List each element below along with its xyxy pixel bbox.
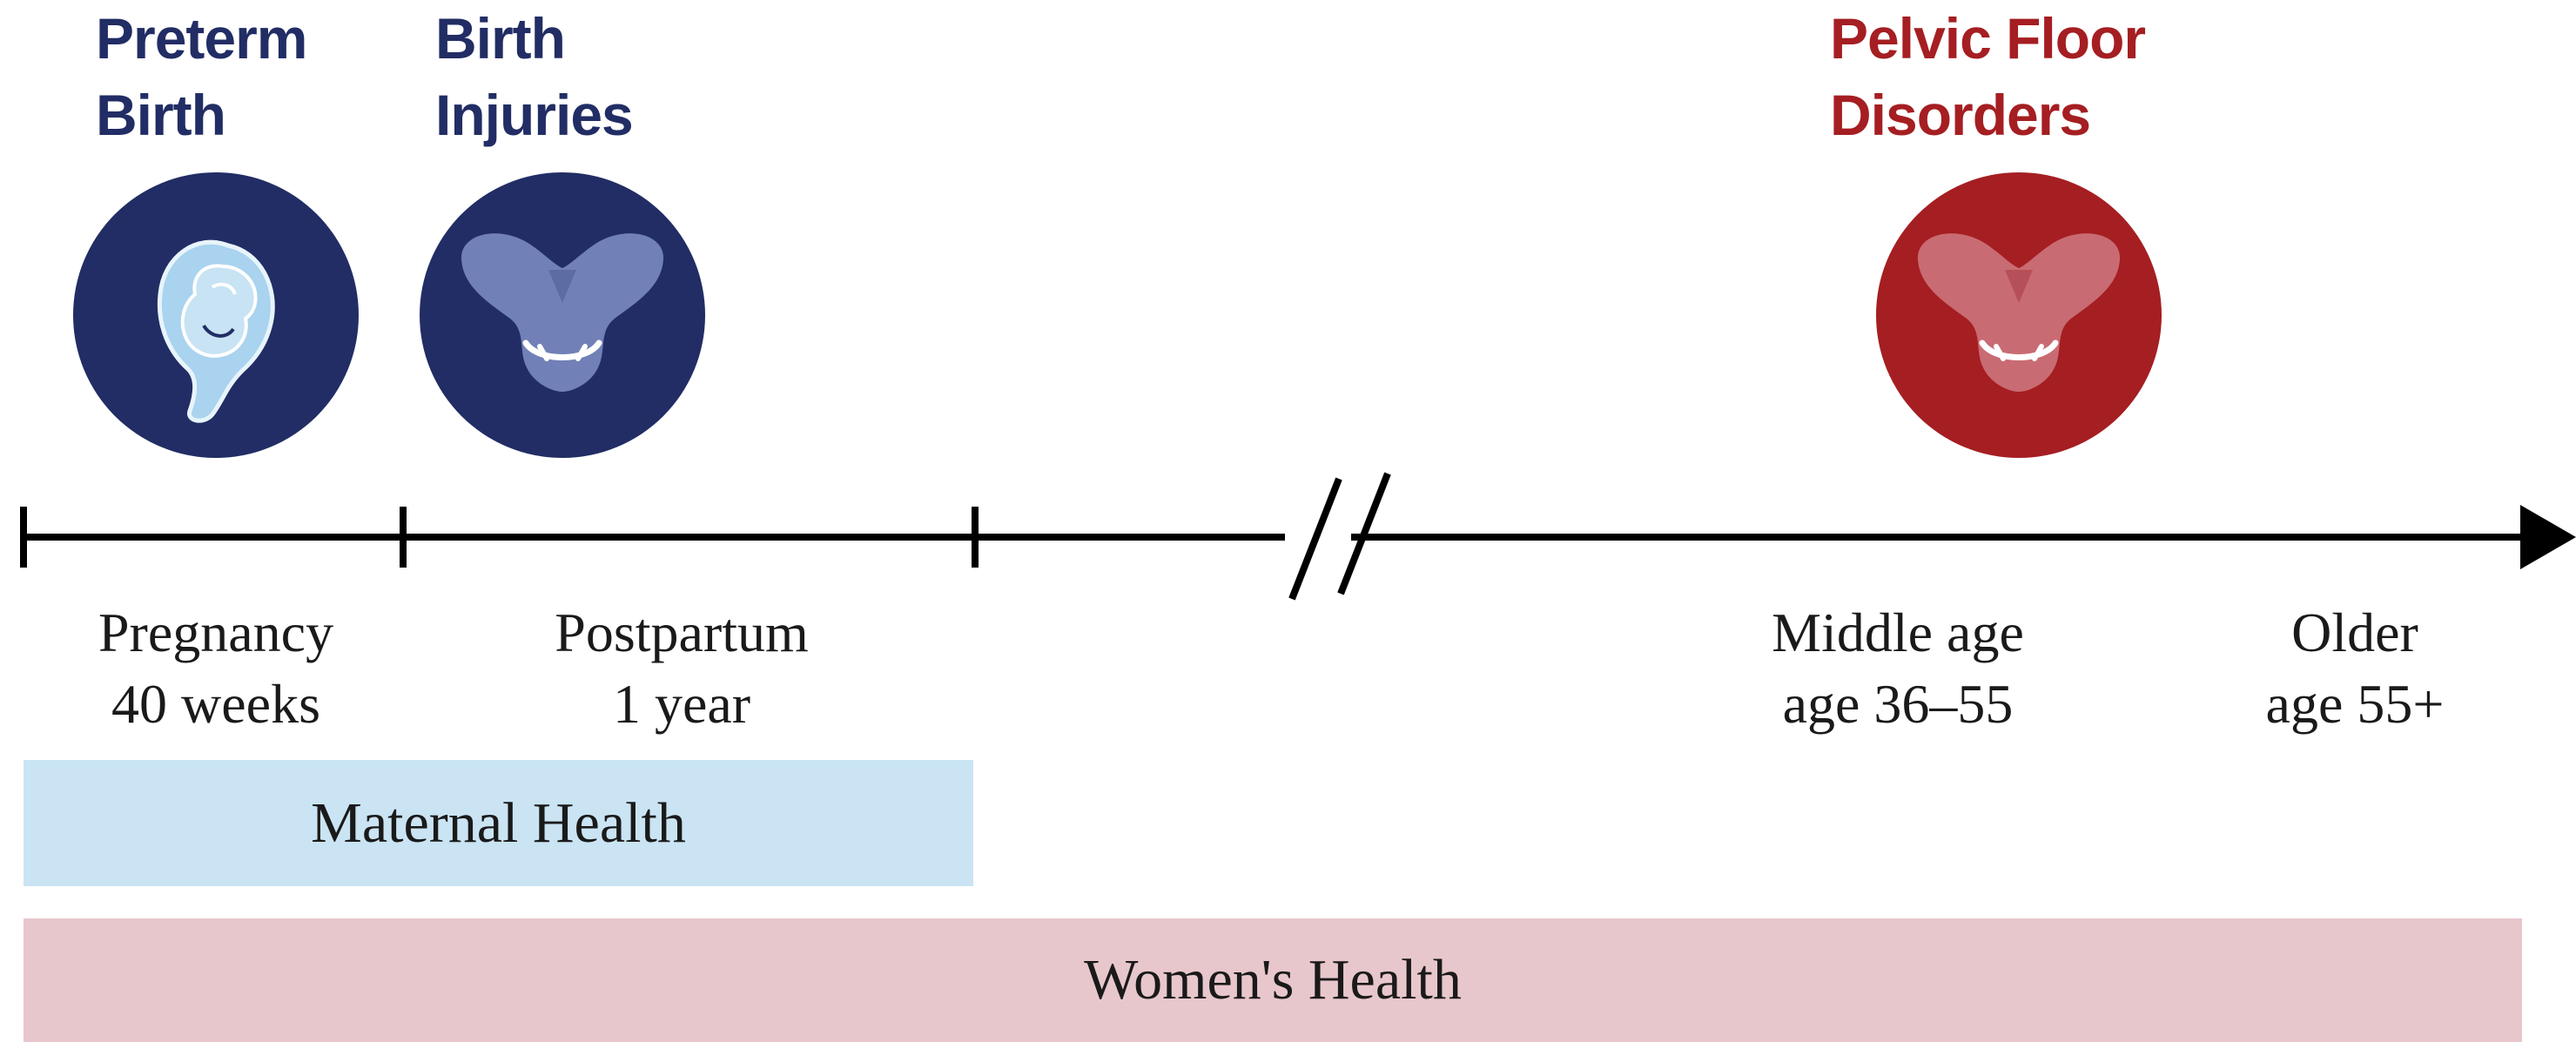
event-title-line: Pelvic Floor: [1830, 6, 2146, 71]
period-label-pregnancy: Pregnancy 40 weeks: [42, 597, 390, 740]
period-label-line: Middle age: [1772, 602, 2024, 663]
period-label-line: Older: [2291, 602, 2418, 663]
event-title-line: Disorders: [1830, 83, 2091, 147]
fetus-in-uterus-icon: [73, 172, 359, 458]
axis-break-marks: [1285, 472, 1391, 601]
preterm-birth-circle: [73, 172, 359, 458]
pelvis-bone-icon: [420, 172, 705, 458]
period-label-line: age 36–55: [1782, 673, 2014, 735]
period-label-line: age 55+: [2265, 673, 2445, 735]
event-title-preterm-birth: Preterm Birth: [96, 0, 307, 153]
period-label-line: Pregnancy: [98, 602, 334, 663]
period-label-line: 1 year: [612, 673, 751, 735]
birth-injuries-circle: [420, 172, 705, 458]
pelvis-bone-icon: [1876, 172, 2162, 458]
event-title-line: Preterm: [96, 6, 307, 71]
womens-health-label: Women's Health: [1084, 948, 1462, 1012]
period-label-line: Postpartum: [555, 602, 809, 663]
event-title-birth-injuries: Birth Injuries: [435, 0, 634, 153]
event-title-line: Birth: [435, 6, 566, 71]
womens-health-bar: Women's Health: [24, 918, 2522, 1042]
pelvic-floor-disorders-circle: [1876, 172, 2162, 458]
period-label-postpartum: Postpartum 1 year: [508, 597, 856, 740]
timeline-arrowhead: [2520, 505, 2576, 569]
period-label-middle-age: Middle age age 36–55: [1706, 597, 2089, 740]
maternal-health-label: Maternal Health: [311, 790, 686, 855]
event-title-line: Injuries: [435, 83, 634, 147]
period-label-line: 40 weeks: [111, 673, 320, 735]
period-label-older: Older age 55+: [2181, 597, 2529, 740]
event-title-pelvic-floor-disorders: Pelvic Floor Disorders: [1830, 0, 2146, 153]
event-title-line: Birth: [96, 83, 226, 147]
maternal-health-bar: Maternal Health: [24, 760, 973, 886]
